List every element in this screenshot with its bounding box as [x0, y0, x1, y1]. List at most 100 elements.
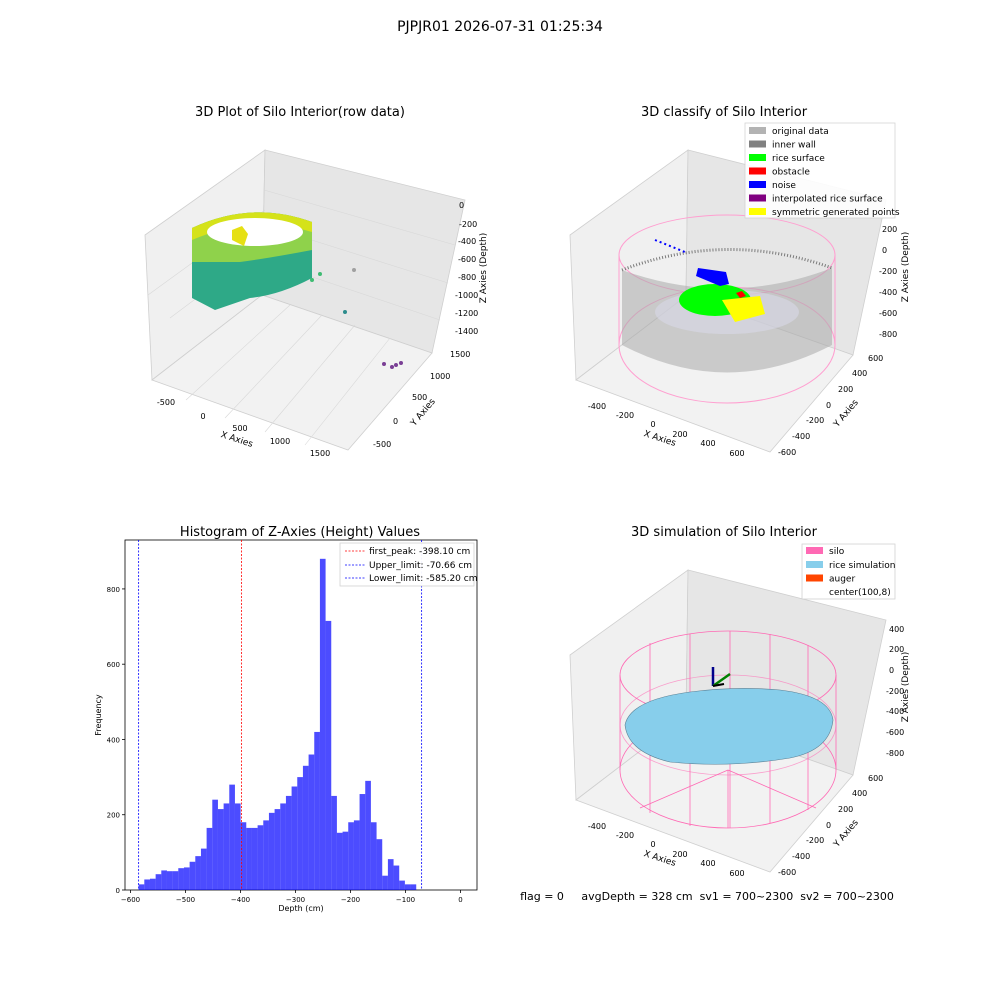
simulation-rice-surface: [624, 688, 834, 765]
legend-label-original: original data: [772, 127, 829, 137]
histogram-bar: [149, 878, 156, 890]
histogram-bar: [342, 831, 349, 890]
histogram-bar: [382, 875, 388, 890]
histogram-bar: [331, 795, 337, 890]
raw-ztick: -400: [458, 237, 476, 246]
classify-xtick: -200: [616, 411, 634, 420]
histogram-bar: [229, 784, 235, 890]
histogram-bar: [257, 825, 264, 890]
simulation-ytick: -400: [792, 852, 810, 861]
histogram-bar: [319, 558, 326, 890]
simulation-ytick: 0: [826, 821, 831, 830]
raw-ztick: 0: [459, 201, 464, 210]
histogram-xtick-label: −300: [286, 896, 305, 904]
histogram-ytick-label: 0: [116, 887, 120, 895]
histogram-bar: [387, 859, 394, 890]
histogram-bar: [370, 822, 377, 890]
legend-swatch-silo: [806, 547, 823, 554]
histogram-bar: [291, 786, 298, 890]
simulation-ztick: 0: [889, 666, 894, 675]
raw-ytick: 1000: [430, 372, 450, 381]
histogram-xtick-label: −600: [121, 896, 140, 904]
histogram-bar: [189, 861, 196, 890]
histogram-ytick-label: 400: [107, 736, 120, 744]
histogram-bar: [274, 809, 281, 890]
simulation-x-ticks: -400 -200 0 200 400 600: [588, 822, 745, 878]
classify-ztick: -800: [879, 330, 897, 339]
histogram-bar: [144, 879, 150, 890]
histogram-bar: [166, 871, 173, 890]
legend-swatch-interpolated: [749, 194, 766, 202]
classify-xtick: 400: [700, 439, 715, 448]
classify-legend: original data inner wall rice surface ob…: [744, 122, 900, 219]
classify-pointcloud: [618, 214, 836, 404]
classify-xtick: 0: [650, 420, 655, 429]
histogram-bar: [251, 827, 258, 890]
simulation-ytick: 400: [852, 789, 867, 798]
raw-y-ticks: -500 0 500 1000 1500: [373, 350, 470, 449]
simulation-3d-panel: 3D simulation of Silo Interior: [569, 525, 911, 878]
raw-ztick: -1200: [455, 309, 478, 318]
histogram-bar: [302, 765, 309, 890]
raw-silo-pointcloud: [192, 212, 403, 369]
legend-swatch-obstacle: [749, 167, 766, 175]
histogram-bar: [285, 795, 292, 890]
simulation-ztick: -400: [886, 707, 904, 716]
histogram-bar: [336, 832, 343, 890]
legend-label-interpolated: interpolated rice surface: [772, 195, 883, 205]
histogram-title: Histogram of Z-Axies (Height) Values: [180, 525, 420, 540]
histogram-bar: [353, 820, 360, 890]
simulation-xtick: 200: [672, 850, 687, 859]
histogram-panel: Histogram of Z-Axies (Height) Values −60…: [94, 525, 477, 913]
histogram-bar: [308, 754, 315, 890]
histogram-bar: [200, 848, 207, 890]
histogram-bar: [138, 884, 145, 890]
simulation-panel-title: 3D simulation of Silo Interior: [631, 525, 818, 540]
histogram-bar: [212, 799, 218, 890]
histogram-bar: [365, 780, 371, 890]
legend-label-inner-wall: inner wall: [772, 141, 816, 151]
raw-3d-panel: 3D Plot of Silo Interior(row data): [144, 105, 489, 458]
raw-panel-title: 3D Plot of Silo Interior(row data): [195, 105, 405, 120]
classify-z-ticks: 200 0 -200 -400 -600 -800: [879, 225, 897, 339]
simulation-auger: [711, 667, 731, 688]
histogram-xtick-label: 0: [458, 896, 462, 904]
legend-swatch-original: [749, 127, 766, 134]
simulation-ztick: -600: [886, 728, 904, 737]
histogram-bar: [393, 865, 400, 890]
simulation-xtick: -200: [616, 831, 634, 840]
histogram-bar: [234, 803, 241, 890]
classify-ytick: 0: [826, 401, 831, 410]
classify-ytick: 200: [838, 385, 853, 394]
raw-xtick: 0: [200, 412, 205, 421]
histogram-bar: [280, 803, 286, 890]
histogram-y-label: Frequency: [94, 694, 103, 736]
simulation-xtick: 400: [700, 859, 715, 868]
histogram-bar: [246, 827, 252, 890]
raw-xtick: -500: [157, 398, 175, 407]
classify-ytick: -400: [792, 432, 810, 441]
histogram-bar: [359, 794, 366, 890]
histogram-bar: [314, 731, 320, 890]
raw-ytick: 1500: [450, 350, 470, 359]
raw-x-label: X Axies: [219, 430, 254, 450]
simulation-xtick: 600: [729, 869, 744, 878]
histogram-ytick-label: 800: [107, 586, 120, 594]
legend-label-auger: auger: [829, 575, 855, 585]
histogram-bar: [297, 777, 303, 890]
legend-swatch-rice-simulation: [806, 561, 823, 568]
histogram-bar: [268, 812, 275, 890]
simulation-legend: silo rice simulation auger center(100,8): [801, 543, 895, 600]
figure-suptitle: PJPJR01 2026-07-31 01:25:34: [397, 19, 603, 35]
simulation-ztick: -200: [886, 687, 904, 696]
simulation-y-ticks: -600 -400 -200 0 200 400 600: [778, 774, 883, 877]
classify-ztick: -200: [879, 267, 897, 276]
simulation-ytick: -600: [778, 868, 796, 877]
raw-z-ticks: 0 -200 -400 -600 -800 -1000 -1200 -1400: [455, 201, 478, 336]
raw-z-label: Z Axies (Depth): [479, 233, 489, 304]
simulation-ytick: -200: [806, 836, 824, 845]
histogram-x-ticks: −600 −500 −400 −300 −200 −100 0: [121, 890, 463, 904]
histogram-y-ticks: 0 200 400 600 800: [107, 586, 125, 895]
classify-z-label: Z Axies (Depth): [901, 232, 911, 303]
